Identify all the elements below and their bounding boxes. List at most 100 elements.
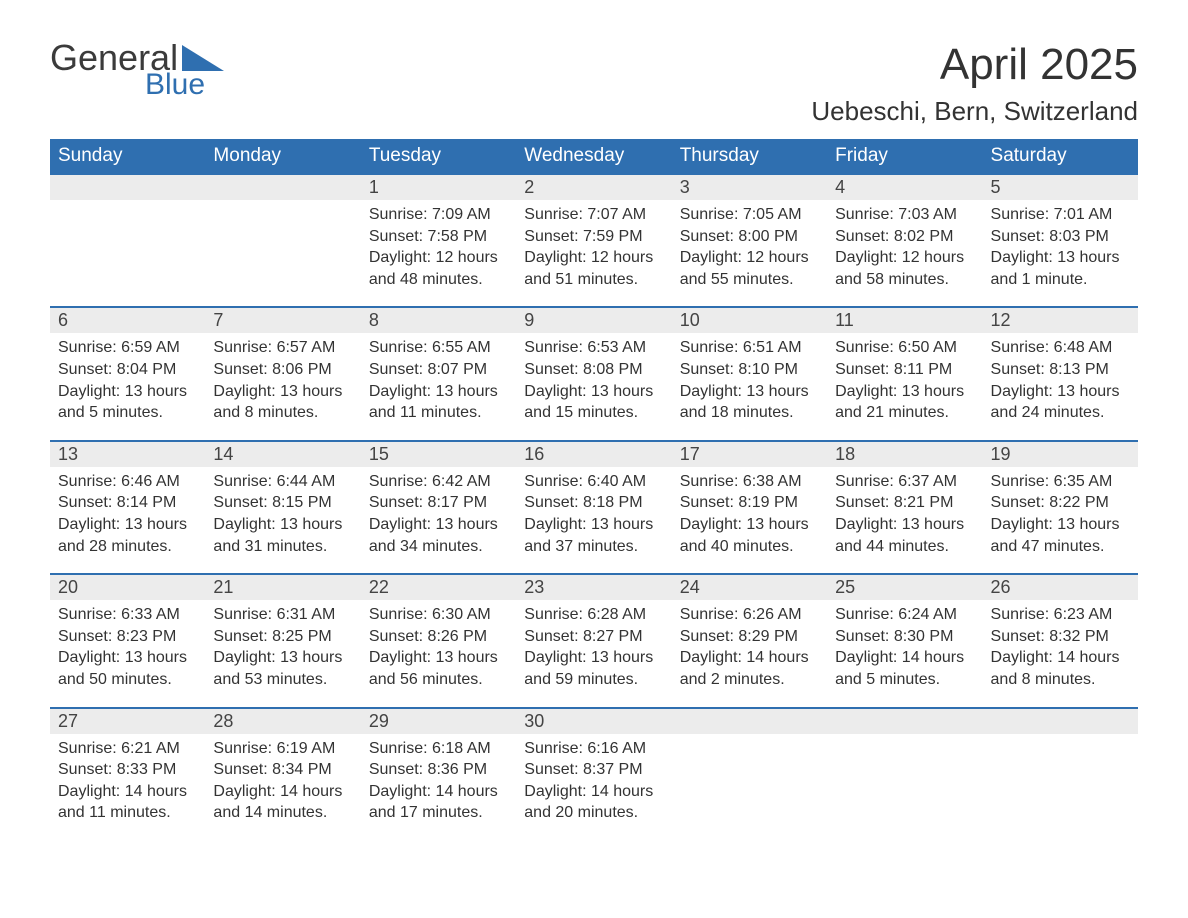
daylight-text-1: Daylight: 13 hours bbox=[991, 381, 1130, 403]
day-number-cell: 23 bbox=[516, 574, 671, 600]
day-number-cell bbox=[50, 174, 205, 200]
sunset-text: Sunset: 8:04 PM bbox=[58, 359, 197, 381]
daylight-text-2: and 44 minutes. bbox=[835, 536, 974, 558]
daylight-text-2: and 11 minutes. bbox=[58, 802, 197, 824]
day-body-row: Sunrise: 6:46 AMSunset: 8:14 PMDaylight:… bbox=[50, 467, 1138, 574]
day-body-cell: Sunrise: 7:07 AMSunset: 7:59 PMDaylight:… bbox=[516, 200, 671, 307]
daylight-text-1: Daylight: 13 hours bbox=[991, 247, 1130, 269]
calendar-body: 12345 Sunrise: 7:09 AMSunset: 7:58 PMDay… bbox=[50, 174, 1138, 840]
day-body-cell bbox=[50, 200, 205, 307]
day-number-cell bbox=[983, 708, 1138, 734]
daylight-text-1: Daylight: 13 hours bbox=[524, 647, 663, 669]
sunrise-text: Sunrise: 7:07 AM bbox=[524, 204, 663, 226]
sunrise-text: Sunrise: 6:16 AM bbox=[524, 738, 663, 760]
day-number-cell: 3 bbox=[672, 174, 827, 200]
daylight-text-1: Daylight: 13 hours bbox=[524, 514, 663, 536]
day-body-row: Sunrise: 7:09 AMSunset: 7:58 PMDaylight:… bbox=[50, 200, 1138, 307]
sunrise-text: Sunrise: 6:28 AM bbox=[524, 604, 663, 626]
sunset-text: Sunset: 8:34 PM bbox=[213, 759, 352, 781]
day-number-cell: 22 bbox=[361, 574, 516, 600]
daylight-text-1: Daylight: 13 hours bbox=[213, 381, 352, 403]
day-body-cell: Sunrise: 6:18 AMSunset: 8:36 PMDaylight:… bbox=[361, 734, 516, 840]
day-body-cell: Sunrise: 6:48 AMSunset: 8:13 PMDaylight:… bbox=[983, 333, 1138, 440]
sunrise-text: Sunrise: 6:19 AM bbox=[213, 738, 352, 760]
sunrise-text: Sunrise: 6:59 AM bbox=[58, 337, 197, 359]
calendar-head: SundayMondayTuesdayWednesdayThursdayFrid… bbox=[50, 139, 1138, 174]
weekday-header: Tuesday bbox=[361, 139, 516, 174]
sunrise-text: Sunrise: 6:35 AM bbox=[991, 471, 1130, 493]
sunset-text: Sunset: 8:25 PM bbox=[213, 626, 352, 648]
day-body-cell: Sunrise: 7:03 AMSunset: 8:02 PMDaylight:… bbox=[827, 200, 982, 307]
sunset-text: Sunset: 8:33 PM bbox=[58, 759, 197, 781]
sunrise-text: Sunrise: 6:37 AM bbox=[835, 471, 974, 493]
weekday-header: Friday bbox=[827, 139, 982, 174]
day-number-cell: 28 bbox=[205, 708, 360, 734]
daylight-text-1: Daylight: 13 hours bbox=[835, 381, 974, 403]
sunset-text: Sunset: 7:59 PM bbox=[524, 226, 663, 248]
day-number-cell: 9 bbox=[516, 307, 671, 333]
day-body-cell: Sunrise: 6:30 AMSunset: 8:26 PMDaylight:… bbox=[361, 600, 516, 707]
sunset-text: Sunset: 8:29 PM bbox=[680, 626, 819, 648]
day-number-cell: 25 bbox=[827, 574, 982, 600]
weekday-row: SundayMondayTuesdayWednesdayThursdayFrid… bbox=[50, 139, 1138, 174]
sunrise-text: Sunrise: 6:38 AM bbox=[680, 471, 819, 493]
day-body-row: Sunrise: 6:33 AMSunset: 8:23 PMDaylight:… bbox=[50, 600, 1138, 707]
sunset-text: Sunset: 8:30 PM bbox=[835, 626, 974, 648]
daylight-text-2: and 14 minutes. bbox=[213, 802, 352, 824]
daylight-text-1: Daylight: 13 hours bbox=[213, 514, 352, 536]
daylight-text-2: and 56 minutes. bbox=[369, 669, 508, 691]
day-body-cell bbox=[827, 734, 982, 840]
daylight-text-1: Daylight: 13 hours bbox=[991, 514, 1130, 536]
day-body-cell: Sunrise: 7:01 AMSunset: 8:03 PMDaylight:… bbox=[983, 200, 1138, 307]
sunset-text: Sunset: 8:19 PM bbox=[680, 492, 819, 514]
daylight-text-1: Daylight: 14 hours bbox=[835, 647, 974, 669]
sunset-text: Sunset: 8:23 PM bbox=[58, 626, 197, 648]
daylight-text-1: Daylight: 13 hours bbox=[58, 514, 197, 536]
day-body-cell: Sunrise: 6:38 AMSunset: 8:19 PMDaylight:… bbox=[672, 467, 827, 574]
sunrise-text: Sunrise: 6:30 AM bbox=[369, 604, 508, 626]
day-number-cell: 29 bbox=[361, 708, 516, 734]
daylight-text-1: Daylight: 14 hours bbox=[991, 647, 1130, 669]
day-number-cell: 1 bbox=[361, 174, 516, 200]
sunrise-text: Sunrise: 6:42 AM bbox=[369, 471, 508, 493]
day-number-cell bbox=[827, 708, 982, 734]
sunset-text: Sunset: 8:22 PM bbox=[991, 492, 1130, 514]
daylight-text-1: Daylight: 13 hours bbox=[369, 381, 508, 403]
day-body-cell: Sunrise: 6:57 AMSunset: 8:06 PMDaylight:… bbox=[205, 333, 360, 440]
sunrise-text: Sunrise: 6:40 AM bbox=[524, 471, 663, 493]
day-number-cell: 27 bbox=[50, 708, 205, 734]
sunset-text: Sunset: 8:17 PM bbox=[369, 492, 508, 514]
sunrise-text: Sunrise: 6:44 AM bbox=[213, 471, 352, 493]
day-number-cell: 4 bbox=[827, 174, 982, 200]
daylight-text-1: Daylight: 13 hours bbox=[58, 381, 197, 403]
daylight-text-1: Daylight: 12 hours bbox=[680, 247, 819, 269]
sunrise-text: Sunrise: 6:51 AM bbox=[680, 337, 819, 359]
daylight-text-2: and 18 minutes. bbox=[680, 402, 819, 424]
daylight-text-1: Daylight: 14 hours bbox=[524, 781, 663, 803]
sunrise-text: Sunrise: 6:31 AM bbox=[213, 604, 352, 626]
daylight-text-1: Daylight: 13 hours bbox=[524, 381, 663, 403]
day-body-cell: Sunrise: 6:21 AMSunset: 8:33 PMDaylight:… bbox=[50, 734, 205, 840]
day-body-cell: Sunrise: 6:24 AMSunset: 8:30 PMDaylight:… bbox=[827, 600, 982, 707]
day-body-cell: Sunrise: 7:09 AMSunset: 7:58 PMDaylight:… bbox=[361, 200, 516, 307]
sunrise-text: Sunrise: 6:46 AM bbox=[58, 471, 197, 493]
sunset-text: Sunset: 8:36 PM bbox=[369, 759, 508, 781]
sunset-text: Sunset: 8:03 PM bbox=[991, 226, 1130, 248]
sunset-text: Sunset: 8:11 PM bbox=[835, 359, 974, 381]
daylight-text-2: and 2 minutes. bbox=[680, 669, 819, 691]
daylight-text-2: and 11 minutes. bbox=[369, 402, 508, 424]
daylight-text-2: and 37 minutes. bbox=[524, 536, 663, 558]
calendar-table: SundayMondayTuesdayWednesdayThursdayFrid… bbox=[50, 139, 1138, 840]
daylight-text-1: Daylight: 12 hours bbox=[835, 247, 974, 269]
day-number-cell: 14 bbox=[205, 441, 360, 467]
daylight-text-1: Daylight: 13 hours bbox=[680, 514, 819, 536]
sunset-text: Sunset: 8:08 PM bbox=[524, 359, 663, 381]
day-body-cell: Sunrise: 6:26 AMSunset: 8:29 PMDaylight:… bbox=[672, 600, 827, 707]
day-body-cell: Sunrise: 6:40 AMSunset: 8:18 PMDaylight:… bbox=[516, 467, 671, 574]
day-number-cell: 26 bbox=[983, 574, 1138, 600]
daylight-text-2: and 31 minutes. bbox=[213, 536, 352, 558]
daylight-text-2: and 8 minutes. bbox=[213, 402, 352, 424]
day-number-cell bbox=[672, 708, 827, 734]
sunrise-text: Sunrise: 7:09 AM bbox=[369, 204, 508, 226]
sunrise-text: Sunrise: 6:57 AM bbox=[213, 337, 352, 359]
